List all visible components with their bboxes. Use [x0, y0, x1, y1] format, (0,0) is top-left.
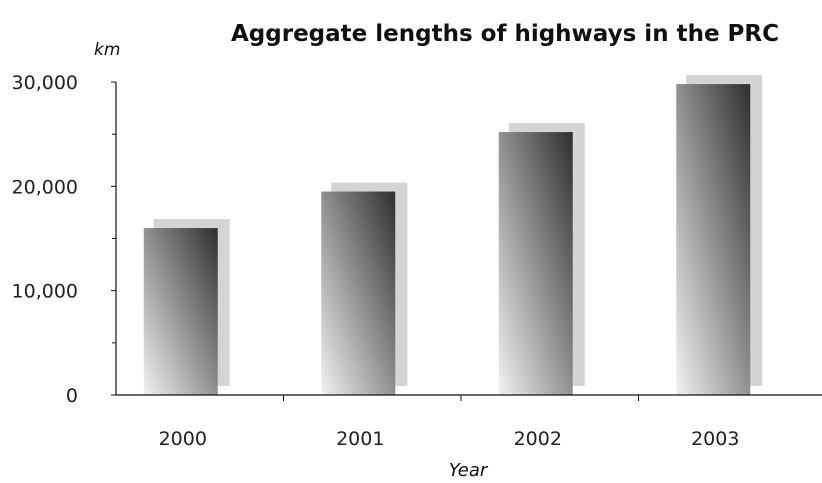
bar [676, 84, 751, 395]
chart-title: Aggregate lengths of highways in the PRC [231, 21, 779, 47]
bar-shadows [153, 75, 763, 386]
bar [143, 228, 218, 395]
x-tick-labels: 2000 2001 2002 2003 [159, 428, 740, 450]
y-tick-labels: 0 10,000 20,000 30,000 [12, 72, 78, 407]
y-tick-label: 30,000 [12, 72, 78, 94]
y-tick-label: 10,000 [12, 281, 78, 303]
y-tick-label: 0 [66, 385, 78, 407]
x-tick-label: 2002 [514, 428, 562, 450]
axes [111, 81, 822, 401]
bars [143, 84, 751, 395]
y-tick-label: 20,000 [12, 176, 78, 198]
x-tick-label: 2003 [691, 428, 739, 450]
x-tick-label: 2000 [159, 428, 207, 450]
bar [498, 132, 573, 395]
bar [321, 191, 396, 395]
x-tick-label: 2001 [336, 428, 384, 450]
y-axis-unit-label: km [94, 40, 120, 60]
x-axis-label: Year [449, 460, 489, 481]
